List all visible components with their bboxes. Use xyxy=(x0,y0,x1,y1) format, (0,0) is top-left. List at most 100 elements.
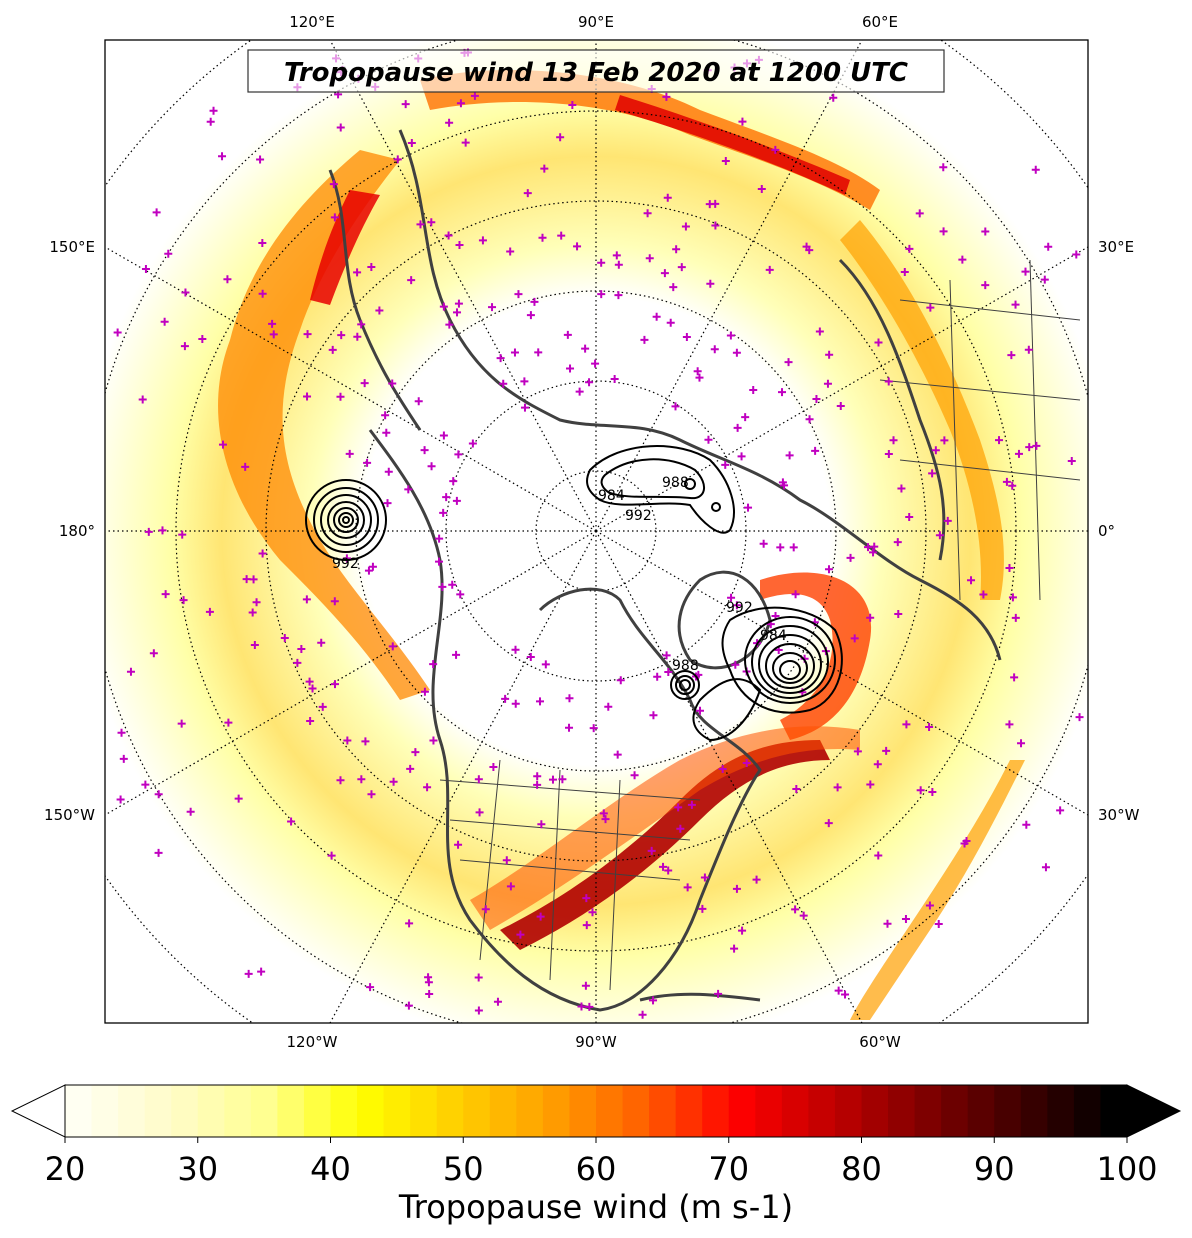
station-marker xyxy=(1056,806,1065,815)
colorbar-extend-low xyxy=(10,1084,66,1138)
coast-alaska xyxy=(328,169,422,431)
station-marker xyxy=(499,379,508,388)
station-marker xyxy=(981,281,990,290)
station-marker xyxy=(548,775,557,784)
station-marker xyxy=(967,576,976,585)
station-marker xyxy=(427,462,436,471)
station-marker xyxy=(771,145,780,154)
station-marker xyxy=(206,117,215,126)
colorbar-swatch xyxy=(861,1085,889,1137)
station-marker xyxy=(893,538,902,547)
colorbar-label: Tropopause wind (m s-1) xyxy=(398,1188,793,1226)
station-marker xyxy=(327,851,336,860)
station-marker xyxy=(401,100,410,109)
station-marker xyxy=(424,978,433,987)
station-marker xyxy=(405,919,414,928)
station-marker xyxy=(674,803,683,812)
colorbar-tick-label: 100 xyxy=(1096,1150,1157,1188)
station-marker xyxy=(1021,267,1030,276)
colorbar-swatch xyxy=(197,1085,225,1137)
station-marker xyxy=(601,815,610,824)
station-marker xyxy=(126,667,135,676)
station-marker xyxy=(342,554,351,563)
station-marker xyxy=(916,786,925,795)
station-marker xyxy=(414,397,423,406)
station-marker xyxy=(643,209,652,218)
station-marker xyxy=(178,530,187,539)
station-marker xyxy=(152,208,161,217)
colorbar-swatch xyxy=(65,1085,93,1137)
station-marker xyxy=(962,837,971,846)
colorbar-swatch xyxy=(144,1085,172,1137)
station-marker xyxy=(336,123,345,132)
station-marker xyxy=(1025,443,1034,452)
station-marker xyxy=(1017,739,1026,748)
station-marker xyxy=(902,720,911,729)
station-marker xyxy=(614,260,623,269)
station-marker xyxy=(1014,449,1023,458)
title-box: Tropopause wind 13 Feb 2020 at 1200 UTC xyxy=(247,49,945,93)
station-marker xyxy=(1011,300,1020,309)
station-marker xyxy=(698,904,707,913)
station-marker xyxy=(141,265,150,274)
station-marker xyxy=(1041,863,1050,872)
colorbar-swatch xyxy=(118,1085,146,1137)
station-marker xyxy=(846,553,855,562)
station-marker xyxy=(250,640,259,649)
colorbar-swatch xyxy=(914,1085,942,1137)
station-marker xyxy=(429,736,438,745)
station-marker xyxy=(659,862,668,871)
station-marker xyxy=(258,549,267,558)
label-right-30e: 30°E xyxy=(1098,238,1134,256)
station-marker xyxy=(581,981,590,990)
station-marker xyxy=(943,516,952,525)
contour-label: 992 xyxy=(726,600,753,616)
colorbar-swatch xyxy=(888,1085,916,1137)
colorbar-swatch xyxy=(542,1085,571,1137)
station-marker xyxy=(866,613,875,622)
station-marker xyxy=(805,415,814,424)
station-marker xyxy=(448,580,457,589)
colorbar-swatch xyxy=(755,1085,783,1137)
arctic-low xyxy=(586,445,735,534)
station-marker xyxy=(653,672,662,681)
station-marker xyxy=(638,1010,647,1019)
station-marker xyxy=(864,543,873,552)
station-marker xyxy=(381,411,390,420)
station-marker xyxy=(534,348,543,357)
station-marker xyxy=(468,439,477,448)
colorbar-swatch xyxy=(410,1085,438,1137)
station-marker xyxy=(164,249,173,258)
station-marker xyxy=(1007,351,1016,360)
station-marker xyxy=(714,989,723,998)
station-marker xyxy=(442,493,451,502)
station-marker xyxy=(681,222,690,231)
station-marker xyxy=(343,736,352,745)
station-marker xyxy=(874,851,883,860)
station-marker xyxy=(1005,563,1014,572)
station-marker xyxy=(328,345,337,354)
station-marker xyxy=(453,308,462,317)
station-marker xyxy=(541,660,550,669)
station-marker xyxy=(520,403,529,412)
station-marker xyxy=(829,93,838,102)
contour-label: 984 xyxy=(598,488,625,504)
station-marker xyxy=(652,312,661,321)
station-marker xyxy=(610,375,619,384)
station-marker xyxy=(113,328,122,337)
station-marker xyxy=(925,901,934,910)
station-marker xyxy=(149,649,158,658)
station-marker xyxy=(404,1001,413,1010)
station-marker xyxy=(364,566,373,575)
station-marker xyxy=(935,531,944,540)
station-marker xyxy=(616,676,625,685)
station-marker xyxy=(423,783,432,792)
label-bottom-120w: 120°W xyxy=(287,1033,338,1051)
station-marker xyxy=(737,452,746,461)
station-marker xyxy=(791,590,800,599)
station-marker xyxy=(318,702,327,711)
jet-streak-subtropical xyxy=(850,760,1025,1020)
station-marker xyxy=(456,590,465,599)
station-marker xyxy=(731,660,740,669)
station-marker xyxy=(367,263,376,272)
